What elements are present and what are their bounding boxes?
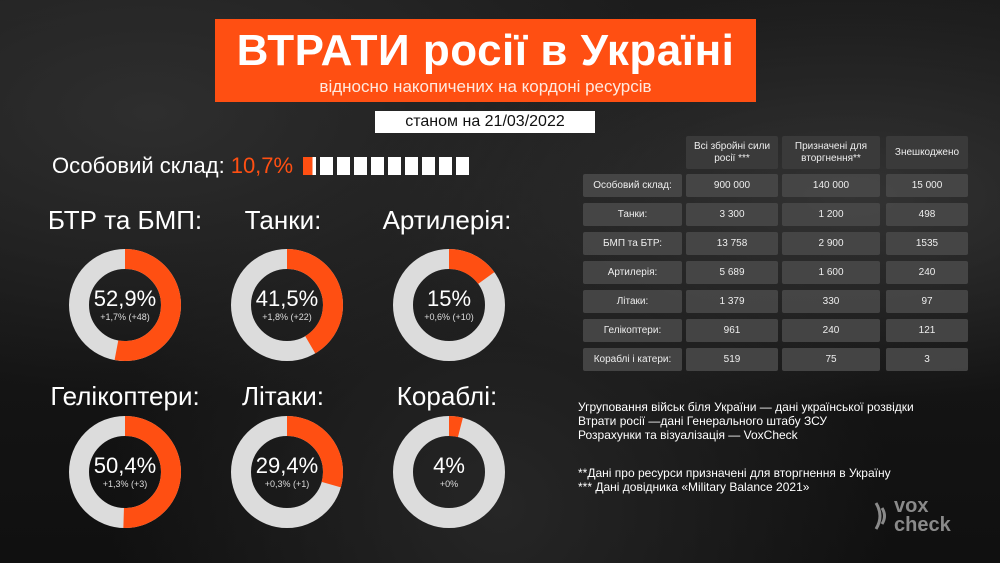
donut-destroyed-slice — [231, 416, 343, 528]
donut-percent-label: 52,9% — [93, 286, 157, 311]
personnel-percent: 10,7% — [230, 153, 294, 178]
source-line: Розрахунки та візуалізація — VoxCheck — [578, 428, 798, 442]
progress-block — [422, 157, 436, 175]
donut-change-label: +1,8% (+22) — [262, 312, 312, 322]
table-cell: 1535 — [886, 232, 968, 255]
table-cell: 75 — [782, 348, 880, 371]
progress-block — [405, 157, 419, 175]
logo-text-vox: vox — [894, 495, 929, 517]
donut-change-label: +1,7% (+48) — [100, 312, 150, 322]
donut-svg — [393, 416, 505, 528]
donut-percent-label: 41,5% — [255, 286, 319, 311]
footnote-line: **Дані про ресурси призначені для вторгн… — [578, 466, 891, 480]
donut-percent-label: 15% — [426, 286, 472, 311]
table-column-header: Всі збройні сили росії *** — [686, 136, 778, 169]
table-cell: 519 — [686, 348, 778, 371]
progress-block — [354, 157, 368, 175]
table-cell: 240 — [886, 261, 968, 284]
logo-text-check: check — [894, 514, 951, 536]
donut-percent-label: 50,4% — [93, 453, 157, 478]
voice-waves-icon — [874, 502, 886, 530]
donut-change-label: +0,6% (+10) — [424, 312, 474, 322]
progress-block — [456, 157, 470, 175]
table-row-label: Особовий склад: — [583, 174, 682, 197]
donut-percent-label: 29,4% — [255, 453, 319, 478]
sources-notes: Угруповання військ біля України — дані у… — [578, 400, 914, 442]
donut-title-apc: БТР та БМП: — [47, 205, 203, 235]
donut-aircraft: 29,4% +0,3% (+1) — [229, 414, 345, 530]
donut-destroyed-slice — [231, 249, 343, 361]
table-cell: 121 — [886, 319, 968, 342]
table-row-label: Танки: — [583, 203, 682, 226]
donut-destroyed-slice — [393, 249, 505, 361]
table-cell: 1 379 — [686, 290, 778, 313]
donut-tanks: 41,5% +1,8% (+22) — [229, 247, 345, 363]
donut-title-helicopters: Гелікоптери: — [50, 381, 200, 411]
donut-apc: 52,9% +1,7% (+48) — [67, 247, 183, 363]
progress-block — [320, 157, 334, 175]
progress-block — [303, 157, 317, 175]
table-row-label: Гелікоптери: — [583, 319, 682, 342]
table-cell: 1 600 — [782, 261, 880, 284]
table-cell: 1 200 — [782, 203, 880, 226]
table-column-header: Призначені для вторгнення** — [782, 136, 880, 169]
table-cell: 140 000 — [782, 174, 880, 197]
donut-svg — [69, 249, 181, 361]
progress-block — [337, 157, 351, 175]
table-cell: 240 — [782, 319, 880, 342]
donut-title-tanks: Танки: — [244, 205, 322, 235]
progress-block — [371, 157, 385, 175]
table-cell: 3 — [886, 348, 968, 371]
donut-svg — [231, 416, 343, 528]
progress-block — [439, 157, 453, 175]
donut-change-label: +1,3% (+3) — [102, 479, 148, 489]
donut-change-label: +0,3% (+1) — [264, 479, 310, 489]
personnel-row: Особовий склад: 10,7% — [52, 152, 470, 180]
donut-change-label: +0% — [439, 479, 459, 489]
table-cell: 498 — [886, 203, 968, 226]
page-title: ВТРАТИ росії в Україні — [236, 26, 735, 75]
table-cell: 3 300 — [686, 203, 778, 226]
title-banner: ВТРАТИ росії в Україні відносно накопиче… — [215, 19, 756, 102]
donut-percent-label: 4% — [433, 453, 465, 478]
table-row-label: Кораблі і катери: — [583, 348, 682, 371]
page-subtitle: відносно накопичених на кордоні ресурсів — [319, 77, 652, 96]
donut-svg — [393, 249, 505, 361]
donut-destroyed-slice — [393, 416, 505, 528]
table-cell: 961 — [686, 319, 778, 342]
donut-ships: 4% +0% — [391, 414, 507, 530]
progress-block — [388, 157, 402, 175]
table-cell: 2 900 — [782, 232, 880, 255]
table-cell: 13 758 — [686, 232, 778, 255]
donut-destroyed-slice — [69, 249, 181, 361]
table-cell: 5 689 — [686, 261, 778, 284]
table-cell: 900 000 — [686, 174, 778, 197]
table-row-label: БМП та БТР: — [583, 232, 682, 255]
donut-destroyed-slice — [69, 416, 181, 528]
donut-title-ships: Кораблі: — [396, 381, 498, 411]
source-line: Угруповання військ біля України — дані у… — [578, 400, 914, 414]
table-row-label: Літаки: — [583, 290, 682, 313]
donut-title-artillery: Артилерія: — [382, 205, 512, 235]
table-cell: 97 — [886, 290, 968, 313]
table-column-header: Знешкоджено — [886, 136, 968, 169]
table-cell: 330 — [782, 290, 880, 313]
date-label: станом на 21/03/2022 — [375, 111, 595, 133]
donut-helicopters: 50,4% +1,3% (+3) — [67, 414, 183, 530]
voxcheck-logo: vox check — [872, 495, 951, 536]
footnote-line: *** Дані довідника «Military Balance 202… — [578, 480, 810, 494]
table-row-label: Артилерія: — [583, 261, 682, 284]
donut-title-aircraft: Літаки: — [241, 381, 325, 411]
donut-svg — [231, 249, 343, 361]
table-cell: 15 000 — [886, 174, 968, 197]
donut-svg — [69, 416, 181, 528]
footnotes: **Дані про ресурси призначені для вторгн… — [578, 466, 891, 494]
personnel-label: Особовий склад: — [52, 153, 225, 178]
donut-artillery: 15% +0,6% (+10) — [391, 247, 507, 363]
source-line: Втрати росії —дані Генерального штабу ЗС… — [578, 414, 828, 428]
personnel-progress-bar — [303, 157, 470, 175]
